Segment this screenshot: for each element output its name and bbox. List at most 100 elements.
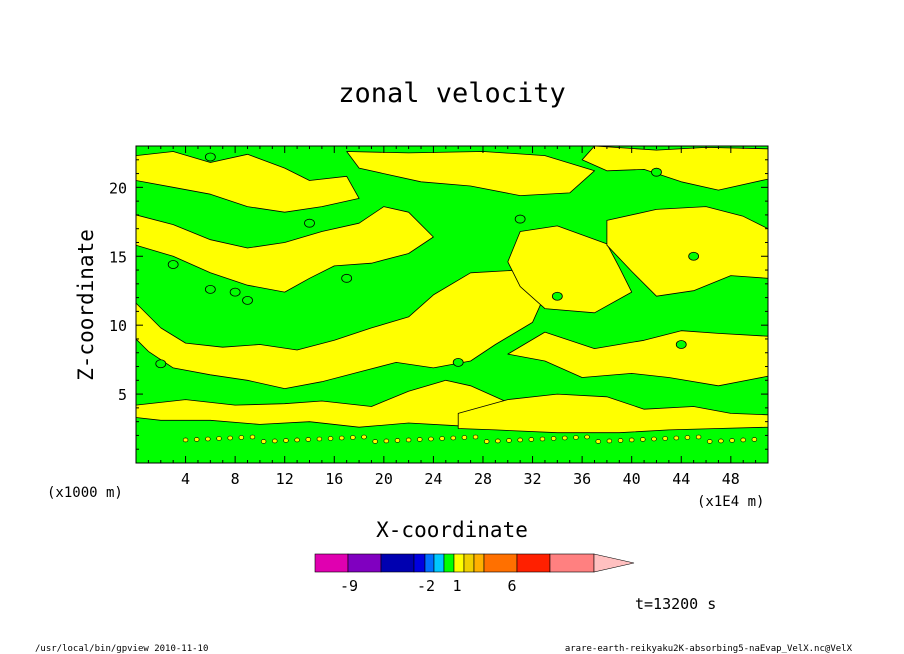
speckle (562, 435, 568, 441)
colorbar-segment (347, 553, 382, 573)
colorbar-segment (443, 553, 455, 573)
speckle (483, 439, 490, 444)
colorbar-segment (453, 553, 465, 573)
green-patch (229, 287, 241, 297)
y-tick-label: 5 (118, 386, 127, 404)
colorbar-arrow (593, 553, 635, 573)
speckle (350, 435, 356, 440)
y-axis: 5 10 15 20 (109, 159, 768, 450)
colorbar-segment (516, 553, 551, 573)
yellow-region-9 (507, 330, 768, 387)
speckle (283, 438, 289, 443)
speckle (182, 437, 189, 443)
green-patch (155, 359, 167, 369)
speckle (294, 437, 300, 443)
green-patch (551, 291, 563, 301)
yellow-region-8 (606, 206, 768, 297)
plot-area (136, 146, 768, 463)
speckle (316, 436, 323, 442)
speckle (472, 434, 479, 440)
colorbar (314, 553, 635, 573)
colorbar-segment (473, 553, 485, 573)
speckle (662, 436, 668, 441)
yellow-region-7 (581, 146, 768, 191)
speckle (461, 435, 468, 440)
green-patch (204, 152, 216, 162)
speckle (617, 438, 624, 443)
speckle (450, 435, 456, 441)
yellow-region-2 (136, 206, 434, 293)
speckle (383, 438, 390, 444)
speckle (394, 438, 401, 443)
speckle (227, 435, 233, 441)
speckle (707, 439, 713, 444)
green-patch (242, 295, 253, 305)
speckle (573, 435, 579, 440)
yellow-region-3 (136, 269, 546, 389)
green-patch (341, 273, 353, 283)
x-tick-label: 24 (424, 470, 442, 488)
speckle (216, 436, 222, 441)
speckle (651, 436, 657, 442)
speckle (305, 437, 311, 442)
speckle (695, 434, 702, 440)
colorbar-tick-label: 1 (452, 577, 461, 595)
x-tick-label: 32 (524, 470, 542, 488)
colorbar-segment (314, 553, 349, 573)
speckle (528, 437, 535, 442)
footer-right: arare-earth-reikyaku2K-absorbing5-naEvap… (565, 644, 853, 654)
speckle (405, 437, 412, 443)
colorbar-labels: -9 -2 1 6 (340, 577, 517, 595)
speckle (584, 434, 590, 440)
colorbar-segment (380, 553, 415, 573)
y-tick-label: 15 (109, 248, 127, 266)
speckle (339, 435, 345, 441)
colorbar-segment (463, 553, 475, 573)
speckle (327, 436, 334, 441)
footer-left: /usr/local/bin/gpview 2010-11-10 (35, 644, 208, 654)
time-label: t=13200 s (635, 595, 716, 613)
green-patch (651, 167, 662, 177)
y-tick-label: 20 (109, 179, 127, 197)
speckle (539, 436, 546, 442)
green-patch (514, 214, 526, 224)
green-patch (167, 260, 179, 269)
plot-frame (135, 145, 769, 464)
green-patch (204, 284, 216, 294)
yellow-region-1 (136, 151, 360, 213)
yellow-region-10 (457, 393, 768, 434)
green-patch (452, 357, 464, 367)
speckle (260, 439, 267, 444)
speckle (517, 437, 523, 443)
z-units-label: (x1000 m) (47, 485, 123, 501)
green-patch (675, 340, 687, 349)
yellow-region-5 (346, 151, 595, 196)
x-tick-label: 8 (231, 470, 240, 488)
speckle (595, 439, 601, 444)
yellow-regions (136, 146, 768, 434)
speckle (506, 438, 512, 443)
speckle (684, 435, 691, 440)
speckle (729, 438, 735, 443)
near-surface-speckles (182, 434, 758, 444)
speckle (628, 437, 635, 443)
speckle (740, 437, 746, 443)
x-tick-label: 20 (375, 470, 393, 488)
speckle (495, 438, 501, 444)
x-tick-label: 4 (181, 470, 190, 488)
colorbar-segment (483, 553, 518, 573)
colorbar-tick-label: -9 (340, 577, 358, 595)
colorbar-tick-label: 6 (507, 577, 516, 595)
x-axis-label: X-coordinate (376, 518, 528, 542)
speckle (673, 435, 679, 441)
speckle (361, 434, 367, 440)
colorbar-segment (413, 553, 426, 573)
speckle (205, 436, 211, 442)
x-tick-label: 12 (276, 470, 294, 488)
colorbar-segment (549, 553, 595, 573)
speckle (238, 435, 245, 440)
green-patch (688, 251, 700, 261)
colorbar-segment (424, 553, 435, 573)
speckle (751, 437, 758, 442)
